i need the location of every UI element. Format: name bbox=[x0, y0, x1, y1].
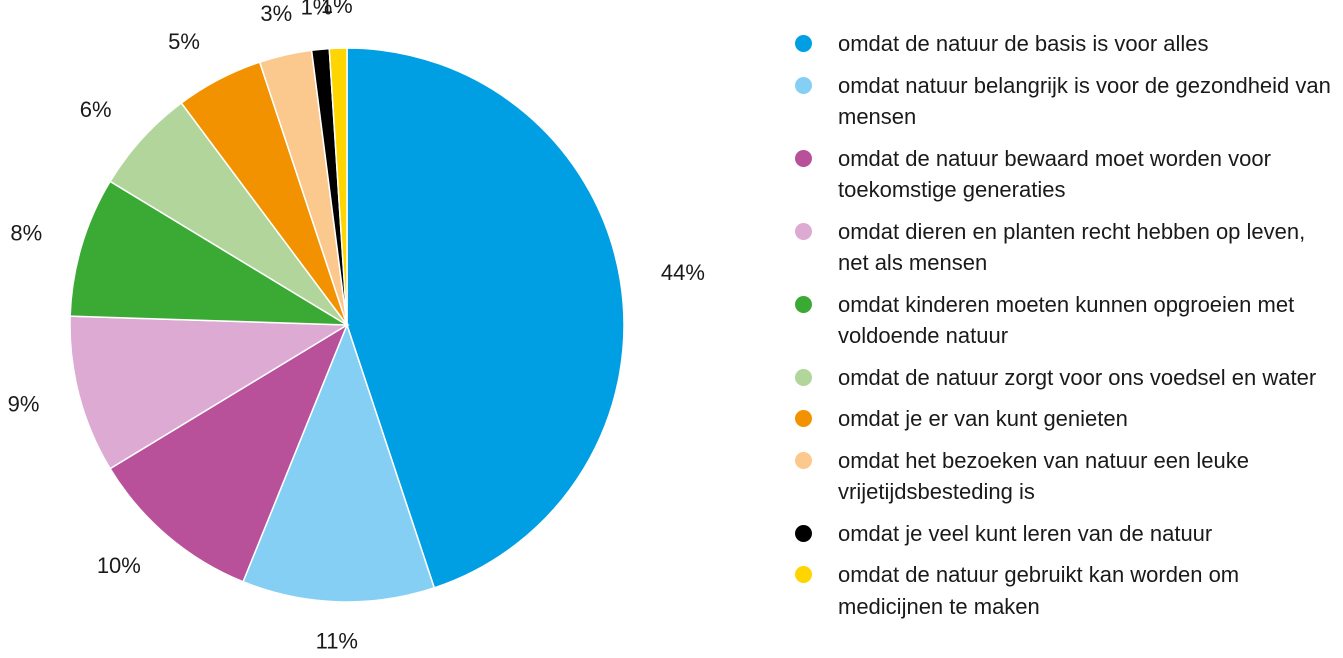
legend-label: omdat de natuur zorgt voor ons voedsel e… bbox=[838, 364, 1317, 390]
slice-label: 1% bbox=[301, 0, 333, 19]
legend-swatch bbox=[795, 524, 812, 542]
pie-slice bbox=[328, 47, 348, 326]
slice-label: 8% bbox=[10, 220, 42, 245]
legend-swatch bbox=[795, 149, 812, 167]
pie-slice bbox=[109, 323, 349, 583]
legend-item: omdat de natuur gebruikt kan worden om m… bbox=[795, 559, 1340, 622]
legend-swatch bbox=[795, 76, 812, 94]
legend-label: omdat het bezoeken van natuur een leuke … bbox=[838, 447, 1249, 505]
legend-label: omdat je veel kunt leren van de natuur bbox=[838, 520, 1213, 546]
slice-label: 1% bbox=[321, 0, 353, 18]
pie-slice bbox=[242, 322, 436, 603]
pie-slice bbox=[346, 47, 625, 589]
slice-label: 3% bbox=[260, 1, 292, 26]
pie-slice bbox=[69, 315, 350, 470]
legend-item: omdat natuur belangrijk is voor de gezon… bbox=[795, 70, 1340, 133]
slice-label: 9% bbox=[8, 391, 40, 416]
legend-item: omdat de natuur zorgt voor ons voedsel e… bbox=[795, 362, 1340, 394]
chart: 44% 11% 10% 9% 8% 6% 5% 3% 1%1% bbox=[8, 0, 705, 654]
legend-swatch bbox=[795, 295, 812, 313]
slice-label: 44% bbox=[661, 260, 705, 285]
slice-label: 10% bbox=[97, 553, 141, 578]
legend-label: omdat dieren en planten recht hebben op … bbox=[838, 218, 1306, 276]
legend-item: omdat dieren en planten recht hebben op … bbox=[795, 216, 1340, 279]
legend-item: omdat de natuur de basis is voor alles bbox=[795, 28, 1340, 60]
slice-label: 6% bbox=[80, 97, 112, 122]
legend-swatch bbox=[795, 35, 812, 52]
legend-swatch bbox=[795, 451, 812, 469]
legend-item: omdat het bezoeken van natuur een leuke … bbox=[795, 445, 1340, 508]
slice-label: 5% bbox=[168, 29, 200, 54]
legend-swatch bbox=[795, 410, 812, 427]
legend-swatch bbox=[795, 222, 812, 240]
legend-label: omdat je er van kunt genieten bbox=[838, 406, 1128, 431]
legend-label: omdat de natuur bewaard moet worden voor… bbox=[838, 145, 1271, 203]
legend-label: omdat kinderen moeten kunnen opgroeien m… bbox=[838, 291, 1295, 349]
legend-swatch bbox=[795, 368, 812, 386]
legend-swatch bbox=[795, 566, 812, 583]
legend-item: omdat je er van kunt genieten bbox=[795, 403, 1340, 435]
legend-item: omdat kinderen moeten kunnen opgroeien m… bbox=[795, 289, 1340, 352]
legend-label: omdat de natuur gebruikt kan worden om m… bbox=[838, 562, 1240, 619]
legend-item: omdat de natuur bewaard moet worden voor… bbox=[795, 143, 1340, 206]
legend-label: omdat de natuur de basis is voor alles bbox=[838, 31, 1209, 56]
pie-slice bbox=[69, 180, 350, 326]
legend-item: omdat je veel kunt leren van de natuur bbox=[795, 518, 1340, 550]
legend: omdat de natuur de basis is voor alles om… bbox=[795, 28, 1340, 622]
legend-label: omdat natuur belangrijk is voor de gezon… bbox=[838, 72, 1331, 130]
slice-label: 11% bbox=[316, 629, 358, 654]
